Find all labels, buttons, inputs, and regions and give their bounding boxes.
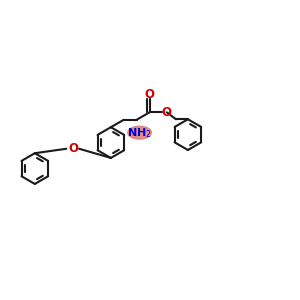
Text: NH$_2$: NH$_2$ — [127, 126, 152, 140]
Text: O: O — [145, 88, 154, 101]
Text: O: O — [162, 106, 172, 119]
Text: O: O — [69, 142, 79, 155]
Ellipse shape — [128, 126, 152, 139]
